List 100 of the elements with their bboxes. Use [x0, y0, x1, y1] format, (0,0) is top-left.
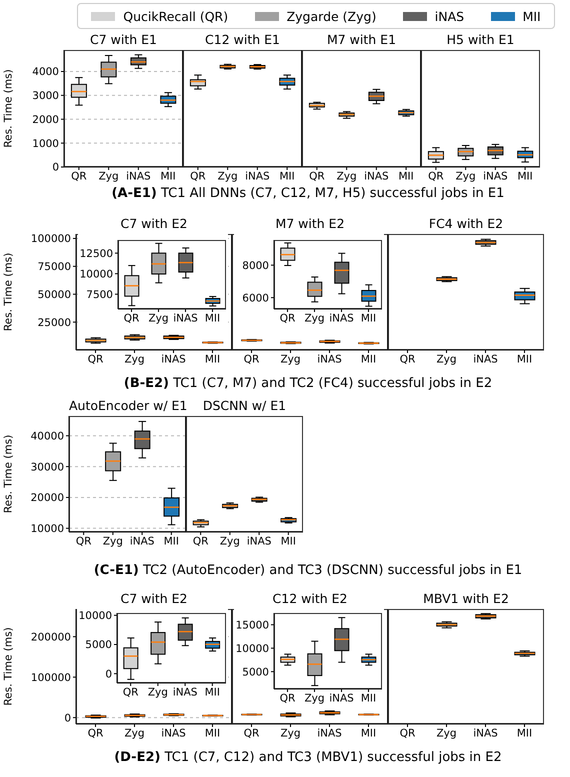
chart-title: C12 with E2 [272, 591, 348, 608]
y-tick-label: 50000 [38, 288, 71, 301]
x-tick-label: iNAS [473, 727, 498, 740]
x-tick-label: MII [398, 170, 414, 182]
chart-title: M7 with E1 [326, 32, 398, 49]
legend-label: Zygarde (Zyg) [286, 8, 376, 24]
chart-title: C7 with E2 [120, 216, 188, 233]
y-tick-label: 7500 [86, 288, 113, 301]
x-tick-label: iNAS [126, 170, 152, 182]
x-tick-label: MII [160, 170, 176, 182]
x-tick-label: Zyg [436, 727, 457, 740]
x-tick-label: Zyg [124, 353, 145, 366]
legend-label: iNAS [434, 8, 464, 24]
x-tick-label: MII [516, 727, 532, 740]
x-tick-label: QR [280, 692, 296, 704]
x-tick-label: MII [360, 692, 376, 704]
y-tick-label: 200000 [30, 631, 71, 644]
x-tick-label: MII [204, 353, 220, 366]
y-tick-label: 5000 [85, 639, 112, 652]
chart-title: C7 with E1 [89, 32, 158, 49]
y-tick-label: 30000 [30, 461, 64, 474]
legend-label: MII [522, 8, 541, 24]
y-tick-label: 10000 [236, 642, 269, 655]
x-tick-label: Zyg [304, 692, 325, 704]
x-tick-label: iNAS [473, 353, 498, 366]
x-tick-label: iNAS [172, 686, 198, 698]
chart-title: H5 with E1 [446, 32, 516, 49]
y-tick-label: 8000 [242, 260, 269, 272]
y-tick-label: 20000 [30, 492, 64, 504]
y-tick-label: 10000 [78, 610, 112, 622]
x-tick-label: iNAS [245, 170, 270, 182]
y-tick-label: 1000 [32, 138, 59, 150]
x-tick-label: QR [76, 535, 92, 548]
text: (A-E1) TC1 All DNNs (C7, C12, M7, H5) successful jobs in E1 [110, 186, 506, 201]
x-tick-label: iNAS [130, 535, 155, 548]
x-tick-label: Zyg [280, 353, 301, 366]
x-tick-label: MII [204, 727, 220, 740]
x-tick-label: QR [88, 727, 104, 740]
text: (C-E1) TC2 (AutoEncoder) and TC3 (DSCNN) successful jobs in E1 [92, 563, 524, 578]
x-tick-label: iNAS [173, 312, 198, 324]
x-tick-label: Zyg [218, 170, 238, 182]
y-tick-label: 3000 [32, 90, 59, 102]
x-tick-label: Zyg [124, 727, 145, 740]
y-tick-label: 0 [64, 712, 71, 724]
y-tick-label: 100000 [30, 672, 71, 684]
y-tick-label: 4000 [32, 66, 59, 78]
x-tick-label: QR [400, 727, 416, 740]
x-tick-label: QR [192, 535, 208, 548]
chart-title: MBV1 with E2 [422, 591, 510, 608]
x-tick-label: Zyg [436, 353, 457, 366]
x-tick-label: Zyg [98, 170, 119, 182]
x-tick-label: MII [360, 312, 376, 324]
x-tick-label: iNAS [161, 727, 186, 740]
x-tick-label: MII [360, 727, 376, 740]
legend-label: QucikRecall (QR) [123, 8, 228, 24]
y-tick-label: 12500 [80, 248, 113, 260]
y-tick-label: 40000 [30, 430, 64, 442]
x-tick-label: QR [280, 312, 296, 324]
y-tick-label: 15000 [236, 619, 269, 632]
x-tick-label: iNAS [246, 535, 272, 548]
chart-title: AutoEncoder w/ E1 [69, 398, 188, 415]
x-tick-label: Zyg [280, 727, 301, 740]
chart-title: C7 with E2 [120, 591, 188, 608]
y-axis-title: Res. Time (ms) [2, 69, 15, 148]
x-tick-label: QR [244, 353, 260, 366]
y-tick-label: 0 [105, 668, 112, 680]
y-tick-label: 6000 [242, 292, 269, 304]
y-axis-title: Res. Time (ms) [2, 252, 15, 332]
x-tick-label: iNAS [161, 353, 186, 366]
x-tick-label: QR [428, 170, 444, 182]
x-tick-label: MII [164, 535, 180, 548]
x-tick-label: MII [360, 353, 376, 366]
text: (D-E2) TC1 (C7, C12) and TC3 (MBV1) successful jobs in E2 [113, 750, 503, 765]
text: (B-E2) TC1 (C7, M7) and TC2 (FC4) successful jobs in E2 [122, 376, 494, 391]
x-tick-label: Zyg [148, 312, 169, 324]
chart-title: DSCNN w/ E1 [202, 398, 288, 415]
y-tick-label: 25000 [38, 316, 71, 329]
x-tick-label: MII [280, 535, 296, 548]
x-tick-label: iNAS [364, 170, 390, 182]
x-tick-label: MII [279, 170, 295, 182]
y-tick-label: 5000 [242, 666, 269, 678]
x-tick-label: Zyg [336, 170, 357, 182]
y-tick-label: 2000 [32, 114, 59, 126]
x-tick-label: MII [204, 686, 220, 698]
x-tick-label: Zyg [304, 312, 325, 324]
x-tick-label: QR [190, 170, 206, 182]
x-tick-label: Zyg [148, 686, 168, 698]
chart-title: FC4 with E2 [428, 216, 504, 233]
y-axis-title: Res. Time (ms) [2, 434, 15, 514]
x-tick-label: QR [309, 170, 325, 182]
x-tick-label: QR [71, 170, 87, 182]
chart-title: C12 with E1 [204, 32, 281, 49]
x-tick-label: Zyg [220, 535, 240, 548]
y-tick-label: 0 [52, 162, 59, 174]
chart-title: M7 with E2 [274, 216, 346, 233]
x-tick-label: QR [244, 727, 260, 740]
x-tick-label: QR [124, 312, 140, 324]
x-tick-label: QR [122, 686, 138, 698]
x-tick-label: iNAS [317, 353, 342, 366]
y-tick-label: 100000 [30, 233, 71, 246]
